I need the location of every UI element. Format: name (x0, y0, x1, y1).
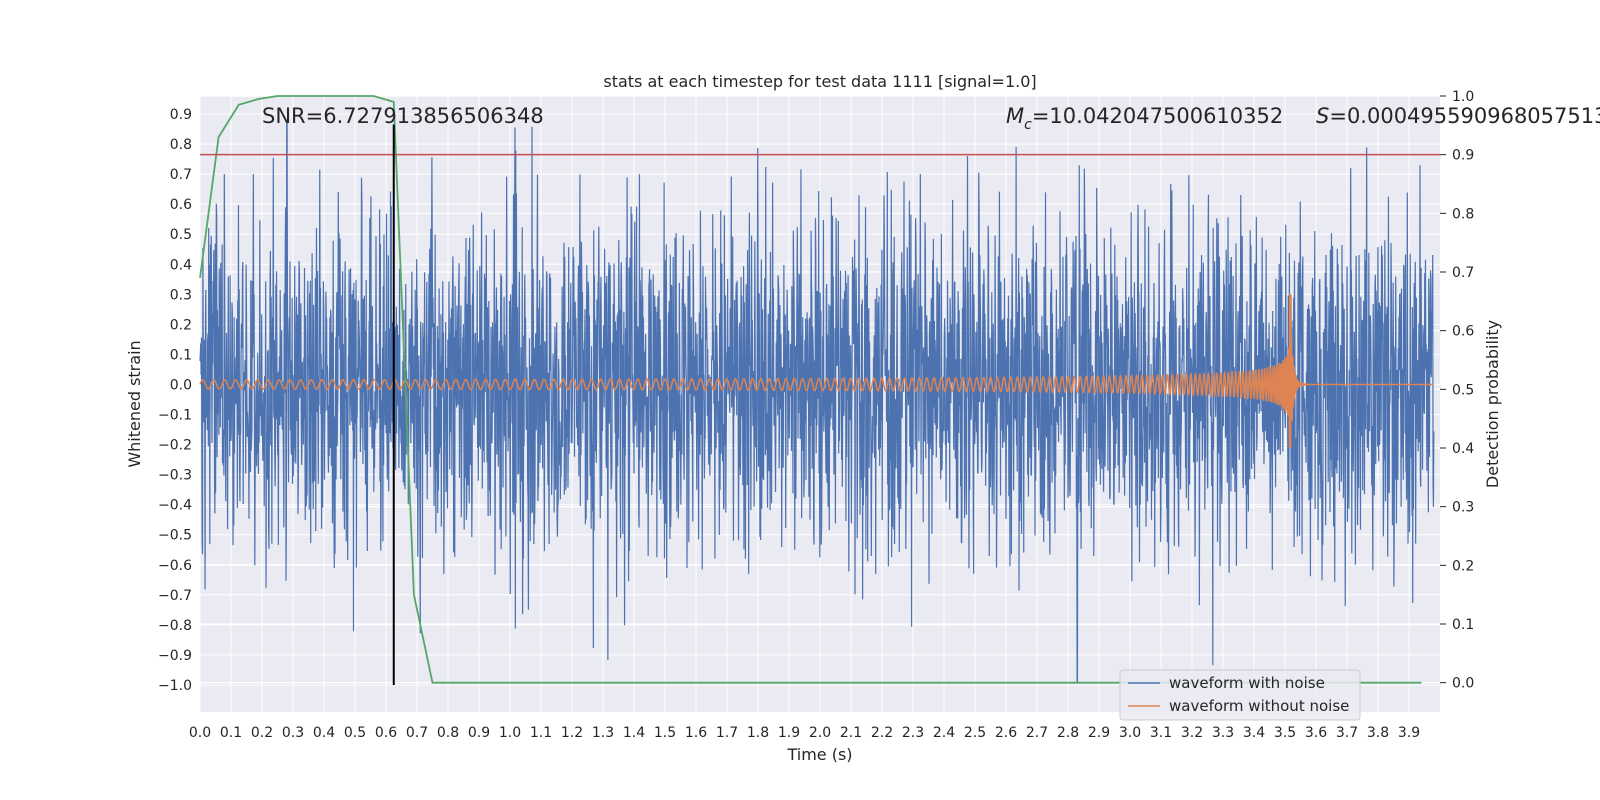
s-value: =0.0004955909680575132 (1329, 104, 1600, 128)
y2-tick-label: 0.3 (1452, 500, 1474, 516)
y-tick-label: −0.4 (158, 498, 192, 514)
y2-tick-label: 1.0 (1452, 89, 1474, 105)
y-axis-label: Whitened strain (125, 340, 144, 467)
y-tick-label: −1.0 (158, 678, 192, 694)
x-tick-label: 3.8 (1367, 725, 1389, 741)
x-tick-label: 0.3 (282, 725, 304, 741)
chirp-mass-annotation: Mc=10.042047500610352 (1006, 104, 1283, 133)
y-tick-label: 0.4 (170, 257, 192, 273)
series-detection-probability (199, 95, 1422, 684)
reference-lines (200, 124, 1440, 685)
x-tick-label: 0.9 (468, 725, 490, 741)
x-tick-label: 3.9 (1398, 725, 1420, 741)
probability-trace (199, 95, 1422, 684)
y-tick-label: 0.1 (170, 347, 192, 363)
x-tick-label: 2.4 (933, 725, 955, 741)
y-tick-label: 0.6 (170, 197, 192, 213)
s-symbol: S (1316, 104, 1329, 128)
y-tick-label: 0.5 (170, 227, 192, 243)
x-tick-label: 3.3 (1212, 725, 1234, 741)
y-tick-label: −0.5 (158, 528, 192, 544)
y-tick-label: 0.3 (170, 287, 192, 303)
y2-tick-label: 0.5 (1452, 382, 1474, 398)
x-tick-label: 2.3 (902, 725, 924, 741)
y2-tick-label: 0.7 (1452, 265, 1474, 281)
noise-trace (199, 122, 1435, 683)
tick-labels: 0.0 0.1 0.2 0.3 0.4 0.5 0.6 0.7 0.8 0.9 1.0 1.1 1.2 1… (158, 89, 1474, 741)
x-tick-label: 0.2 (251, 725, 273, 741)
legend-label-clean: waveform without noise (1169, 697, 1349, 715)
chirp-mass-symbol: M (1006, 104, 1024, 128)
legend-box (1119, 669, 1361, 721)
x-tick-label: 1.5 (654, 725, 676, 741)
x-tick-label: 1.7 (716, 725, 738, 741)
x-tick-label: 3.7 (1336, 725, 1358, 741)
x-tick-label: 0.5 (344, 725, 366, 741)
x-tick-label: 3.0 (1119, 725, 1141, 741)
x-tick-label: 0.4 (313, 725, 335, 741)
x-tick-label: 1.2 (561, 725, 583, 741)
x-tick-label: 1.3 (592, 725, 614, 741)
x-tick-label: 1.8 (747, 725, 769, 741)
y-tick-label: −0.1 (158, 408, 192, 424)
x-tick-label: 3.1 (1150, 725, 1172, 741)
x-tick-label: 3.6 (1305, 725, 1327, 741)
s-annotation: S=0.0004955909680575132 (1316, 104, 1600, 128)
x-tick-label: 0.0 (189, 725, 211, 741)
x-tick-label: 2.5 (964, 725, 986, 741)
y-tick-label: −0.6 (158, 558, 192, 574)
y-tick-label: 0.7 (170, 167, 192, 183)
y2-tick-label: 0.8 (1452, 206, 1474, 222)
y-tick-label: −0.2 (158, 438, 192, 454)
x-tick-label: 1.9 (778, 725, 800, 741)
y-tick-label: −0.8 (158, 618, 192, 634)
x-tick-label: 1.1 (530, 725, 552, 741)
x-tick-label: 2.8 (1057, 725, 1079, 741)
x-tick-label: 1.4 (623, 725, 645, 741)
x-axis-label: Time (s) (786, 745, 852, 764)
snr-annotation: SNR=6.727913856506348 (262, 104, 544, 128)
y-tick-label: −0.9 (158, 648, 192, 664)
y-tick-label: −0.3 (158, 468, 192, 484)
x-tick-label: 1.0 (499, 725, 521, 741)
x-tick-label: 3.5 (1274, 725, 1296, 741)
legend: waveform with noise waveform without noi… (1119, 669, 1361, 721)
x-tick-label: 3.2 (1181, 725, 1203, 741)
y-tick-label: 0.9 (170, 107, 192, 123)
y-tick-label: −0.7 (158, 588, 192, 604)
y2-tick-label: 0.0 (1452, 676, 1474, 692)
x-tick-label: 2.2 (871, 725, 893, 741)
chart-title: stats at each timestep for test data 111… (603, 72, 1036, 91)
y2-tick-label: 0.6 (1452, 324, 1474, 340)
y2-tick-label: 0.2 (1452, 558, 1474, 574)
x-tick-label: 0.8 (437, 725, 459, 741)
x-tick-label: 2.6 (995, 725, 1017, 741)
x-tick-label: 2.7 (1026, 725, 1048, 741)
chirp-mass-value: =10.042047500610352 (1032, 104, 1283, 128)
y2-axis-label: Detection probability (1483, 320, 1502, 488)
y-tick-label: 0.2 (170, 317, 192, 333)
series-waveform-with-noise (199, 122, 1435, 683)
chirp-mass-subscript: c (1024, 117, 1032, 133)
y2-tick-label: 0.4 (1452, 441, 1474, 457)
y2-tick-label: 0.9 (1452, 148, 1474, 164)
legend-label-noise: waveform with noise (1169, 674, 1325, 692)
x-tick-label: 3.4 (1243, 725, 1265, 741)
x-tick-label: 0.6 (375, 725, 397, 741)
x-tick-label: 2.0 (809, 725, 831, 741)
y2-tick-label: 0.1 (1452, 617, 1474, 633)
y-tick-label: 0.0 (170, 377, 192, 393)
y-tick-label: 0.8 (170, 137, 192, 153)
x-tick-label: 2.1 (840, 725, 862, 741)
x-tick-label: 0.1 (220, 725, 242, 741)
x-tick-label: 2.9 (1088, 725, 1110, 741)
x-tick-label: 0.7 (406, 725, 428, 741)
x-tick-label: 1.6 (685, 725, 707, 741)
